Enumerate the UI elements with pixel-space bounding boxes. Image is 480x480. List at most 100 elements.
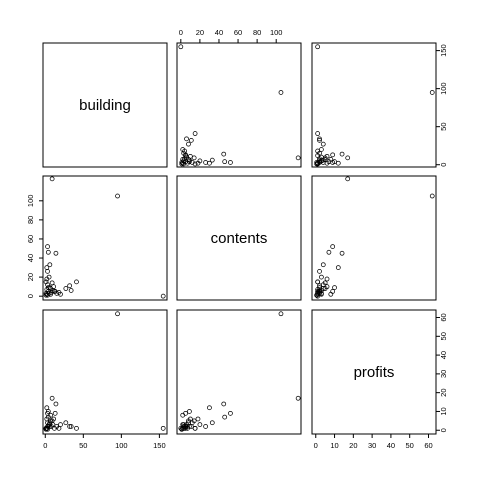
data-point — [160, 293, 166, 299]
data-point — [67, 283, 73, 289]
data-point — [183, 410, 188, 416]
x-tick-label-building: 100 — [115, 441, 128, 450]
data-point — [317, 137, 322, 143]
data-point — [58, 422, 63, 427]
data-point — [49, 280, 55, 286]
data-point — [44, 265, 50, 270]
x-tick-label-profits: 30 — [368, 441, 376, 450]
variable-label: profits — [354, 364, 395, 381]
data-point — [429, 90, 435, 95]
data-point — [188, 424, 194, 429]
x-tick-label-profits: 60 — [424, 441, 432, 450]
data-point — [339, 151, 345, 157]
data-point — [178, 425, 184, 431]
y-tick-label-profits: 20 — [439, 388, 448, 396]
data-point — [180, 147, 186, 152]
data-point — [186, 420, 191, 426]
x-tick-label-contents: 60 — [234, 28, 242, 37]
x-tick-label-contents: 100 — [270, 28, 283, 37]
y-tick-label-building: 150 — [439, 44, 448, 57]
variable-label: contents — [211, 230, 268, 247]
data-point — [47, 262, 53, 268]
data-point — [203, 424, 208, 429]
data-point — [228, 410, 233, 416]
data-point — [207, 160, 212, 166]
data-point — [207, 405, 212, 411]
data-point — [319, 274, 324, 280]
data-point — [222, 159, 228, 165]
data-point — [328, 291, 334, 297]
data-point — [195, 416, 201, 422]
data-point — [429, 193, 435, 199]
x-tick-label-profits: 10 — [330, 441, 338, 450]
data-point — [345, 176, 351, 182]
data-point — [330, 244, 336, 249]
data-point — [192, 161, 198, 167]
data-point — [186, 157, 191, 162]
data-point — [326, 249, 332, 255]
y-tick-label-contents: 40 — [26, 254, 35, 262]
data-point — [317, 269, 322, 274]
data-point — [317, 136, 322, 142]
variable-label: building — [79, 97, 131, 114]
y-tick-label-building: 100 — [439, 82, 448, 95]
y-tick-label-building: 50 — [439, 123, 448, 131]
data-point — [203, 160, 208, 165]
data-point — [191, 155, 197, 161]
data-point — [315, 44, 321, 50]
data-point — [180, 412, 186, 418]
data-point — [335, 265, 341, 270]
data-point — [339, 250, 345, 256]
data-point — [322, 280, 328, 286]
data-point — [48, 286, 53, 291]
data-point — [315, 131, 321, 136]
data-point — [222, 414, 228, 420]
data-point — [192, 131, 198, 136]
data-point — [322, 157, 328, 162]
data-point — [187, 159, 192, 165]
data-point — [186, 141, 191, 147]
panel-frame — [176, 175, 302, 301]
panel-frame — [176, 42, 302, 168]
y-tick-label-contents: 20 — [26, 273, 35, 281]
data-point — [324, 276, 330, 282]
data-point — [317, 160, 322, 165]
data-point — [184, 136, 189, 142]
y-tick-label-contents: 100 — [26, 195, 35, 208]
data-point — [74, 279, 79, 285]
data-point — [44, 405, 50, 411]
panel-frame — [176, 309, 302, 435]
data-point — [43, 279, 49, 285]
y-tick-label-profits: 30 — [439, 370, 448, 378]
data-point — [63, 286, 69, 291]
data-point — [319, 147, 324, 152]
data-point — [320, 141, 326, 147]
data-point — [186, 418, 191, 424]
y-tick-label-profits: 10 — [439, 407, 448, 415]
panel-frame — [311, 42, 437, 168]
data-point — [192, 425, 198, 431]
data-point — [319, 291, 324, 297]
x-tick-label-profits: 0 — [314, 441, 318, 450]
data-point — [191, 418, 197, 424]
data-point — [320, 262, 326, 268]
data-point — [221, 401, 227, 407]
data-point — [52, 410, 58, 416]
data-point — [45, 285, 51, 290]
data-point — [115, 193, 120, 199]
data-point — [330, 160, 336, 165]
data-point — [330, 152, 336, 158]
data-point — [48, 418, 53, 424]
data-point — [45, 410, 50, 416]
data-point — [335, 160, 341, 166]
data-point — [115, 311, 120, 317]
data-point — [53, 250, 59, 256]
panel-frame — [42, 309, 168, 435]
panel-frame — [311, 175, 437, 301]
y-tick-label-contents: 80 — [26, 216, 35, 224]
data-point — [317, 288, 322, 293]
x-tick-label-contents: 20 — [196, 28, 204, 37]
data-point — [187, 409, 192, 414]
x-tick-label-building: 50 — [79, 441, 87, 450]
y-tick-label-profits: 0 — [439, 428, 448, 432]
